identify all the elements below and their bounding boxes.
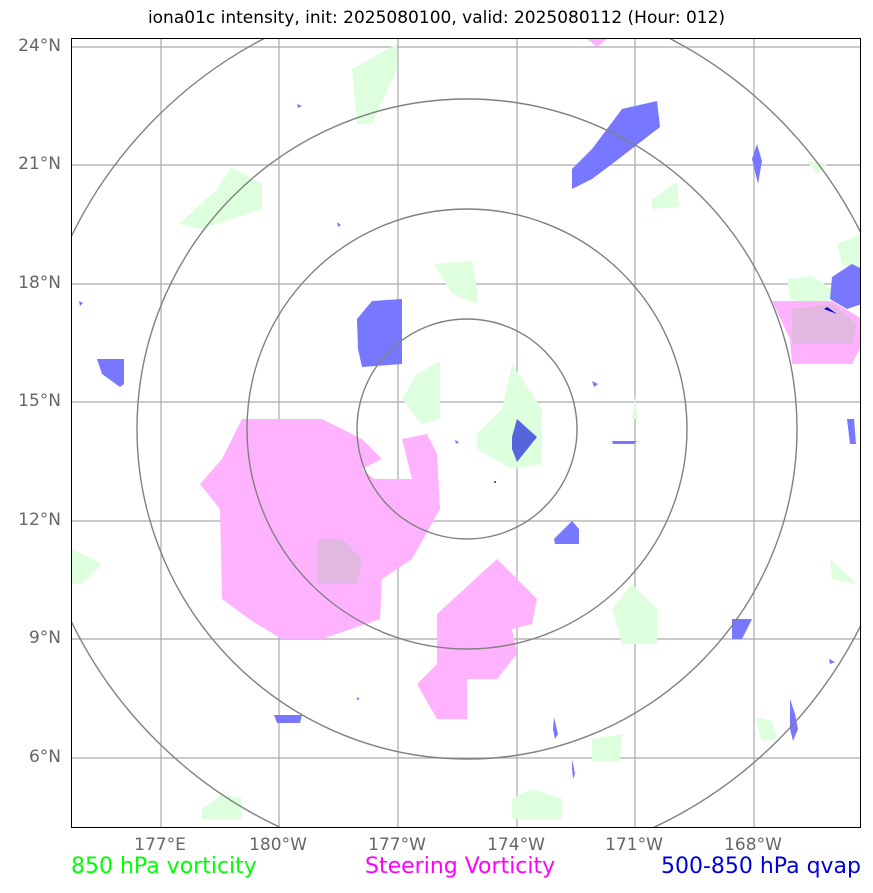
lat-label-18n: 18°N [18, 273, 61, 293]
qvap-contours [79, 101, 860, 779]
map-canvas [72, 39, 860, 827]
legend-steering: Steering Vorticity [365, 854, 556, 879]
lat-label-21n: 21°N [18, 154, 61, 174]
lat-label-15n: 15°N [18, 391, 61, 411]
range-rings [72, 39, 860, 827]
range-ring-2 [246, 208, 688, 650]
lat-label-12n: 12°N [18, 510, 61, 530]
map-frame [71, 38, 861, 828]
lon-label-168w: 168°W [724, 835, 782, 855]
legend-vort850: 850 hPa vorticity [71, 854, 257, 879]
storm-center-marker [494, 481, 496, 483]
lon-label-174w: 174°W [487, 835, 545, 855]
steering-contours [200, 39, 860, 719]
vort850-contours [72, 44, 860, 819]
lon-label-177w: 177°W [368, 835, 426, 855]
range-ring-1 [356, 318, 578, 540]
lat-label-9n: 9°N [28, 628, 61, 648]
legend-qvap: 500-850 hPa qvap [660, 854, 861, 879]
lon-label-177e: 177°E [134, 835, 186, 855]
lat-label-24n: 24°N [18, 36, 61, 56]
lon-label-171w: 171°W [605, 835, 663, 855]
range-ring-3 [136, 98, 798, 760]
lat-label-6n: 6°N [28, 747, 61, 767]
lon-label-180w: 180°W [249, 835, 307, 855]
map-title: iona01c intensity, init: 2025080100, val… [147, 8, 726, 28]
